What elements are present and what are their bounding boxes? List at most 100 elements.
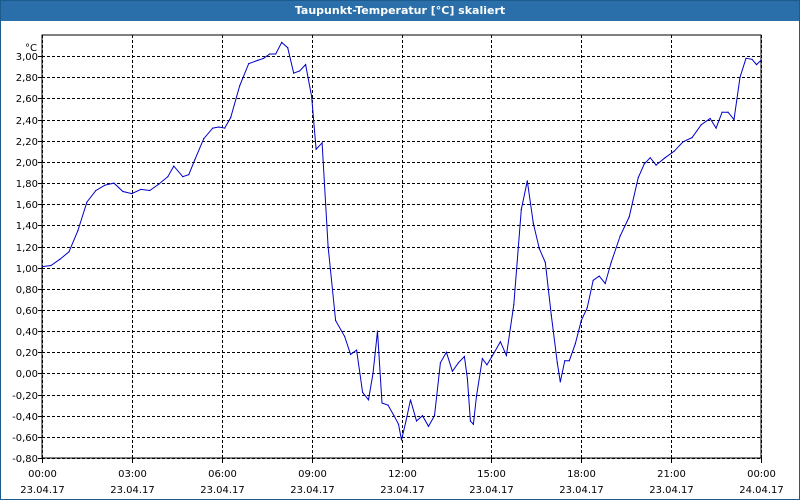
data-point: [269, 53, 271, 55]
x-tick-label-date: 23.04.17: [649, 485, 694, 496]
data-point: [751, 58, 753, 60]
chart-svg: -0,80 -0,60 -0,40 -0,20 0,00 0,20 0,40 0,60 0,80…: [12, 34, 784, 496]
data-point: [559, 381, 561, 383]
data-point: [263, 57, 265, 59]
data-point: [733, 119, 735, 121]
data-point: [427, 425, 430, 427]
series-layer: [41, 41, 762, 441]
data-point: [405, 420, 407, 422]
data-point: [68, 251, 70, 253]
x-tick-label-time: 15:00: [477, 469, 506, 480]
data-point: [649, 157, 651, 159]
data-point: [275, 53, 277, 55]
x-tick-label-date: 23.04.17: [200, 485, 245, 496]
data-point: [556, 362, 558, 364]
x-tick-label-date: 23.04.17: [20, 485, 65, 496]
data-point: [457, 362, 459, 364]
data-point: [598, 275, 600, 277]
data-point: [538, 248, 540, 250]
y-tick-label: 3,00: [16, 52, 38, 63]
y-tick-label: 0,80: [16, 285, 38, 296]
data-point: [664, 157, 666, 159]
data-point: [321, 142, 323, 144]
data-point: [655, 164, 657, 166]
data-point: [505, 354, 507, 356]
data-point: [149, 189, 151, 192]
data-point: [727, 111, 729, 113]
x-tick-label-time: 00:00: [747, 469, 776, 480]
data-point: [311, 95, 313, 97]
data-point: [700, 124, 702, 126]
data-point: [397, 423, 400, 425]
data-point: [433, 415, 436, 417]
data-point: [439, 362, 441, 364]
y-tick-label: 0,00: [16, 369, 38, 380]
x-tick-label-date: 23.04.17: [110, 485, 155, 496]
data-point: [350, 353, 352, 355]
y-tick-label: -0,80: [12, 454, 38, 465]
data-point: [445, 351, 447, 353]
data-point: [643, 163, 645, 165]
data-point: [387, 404, 389, 406]
data-point: [167, 176, 169, 178]
data-point: [182, 176, 184, 178]
data-point: [400, 439, 403, 441]
data-point: [604, 282, 606, 285]
data-point: [50, 264, 52, 267]
data-point: [299, 70, 301, 72]
y-tick-label: 0,20: [16, 348, 38, 359]
data-point: [637, 177, 639, 179]
data-point: [475, 396, 477, 398]
data-point: [305, 64, 307, 66]
data-point: [212, 127, 214, 129]
data-point: [550, 314, 552, 316]
data-point: [564, 360, 566, 362]
x-tick-label-time: 21:00: [657, 469, 686, 480]
data-point: [421, 415, 424, 417]
data-point: [95, 189, 97, 192]
x-tick-label-time: 09:00: [298, 469, 327, 480]
data-point: [673, 150, 675, 152]
data-point: [315, 148, 317, 150]
data-point: [173, 165, 175, 167]
y-tick-label: -0,60: [12, 433, 38, 444]
data-point: [415, 420, 418, 422]
data-point: [544, 261, 546, 263]
data-point: [499, 341, 501, 343]
data-point: [376, 330, 379, 332]
data-point: [568, 360, 570, 362]
data-point: [257, 59, 259, 62]
y-tick-label: 2,40: [16, 116, 38, 127]
data-point: [574, 343, 576, 345]
data-point: [739, 76, 741, 78]
data-point: [490, 356, 492, 359]
data-point: [104, 184, 106, 186]
data-point: [131, 193, 133, 195]
data-point: [628, 216, 630, 218]
data-point: [344, 335, 346, 337]
data-point: [709, 117, 711, 120]
y-tick-label: 1,80: [16, 179, 38, 190]
data-point: [218, 126, 220, 128]
data-point: [682, 141, 684, 143]
x-tick-label-date: 23.04.17: [469, 485, 514, 496]
data-point: [122, 190, 124, 193]
data-point: [113, 182, 115, 184]
data-point: [356, 349, 358, 351]
data-point: [513, 304, 515, 306]
data-point: [715, 127, 717, 129]
plot-area-border: [41, 34, 762, 459]
data-point: [203, 138, 205, 140]
data-point: [409, 399, 412, 401]
data-point: [619, 235, 621, 237]
data-point: [481, 358, 483, 360]
data-point: [335, 319, 337, 322]
data-point: [239, 85, 241, 87]
data-point: [372, 372, 374, 374]
data-point: [327, 245, 329, 248]
x-tick-label-date: 23.04.17: [380, 485, 425, 496]
x-tick-label-date: 23.04.17: [290, 485, 335, 496]
y-tick-label: 2,80: [16, 73, 38, 84]
data-point: [610, 261, 612, 263]
